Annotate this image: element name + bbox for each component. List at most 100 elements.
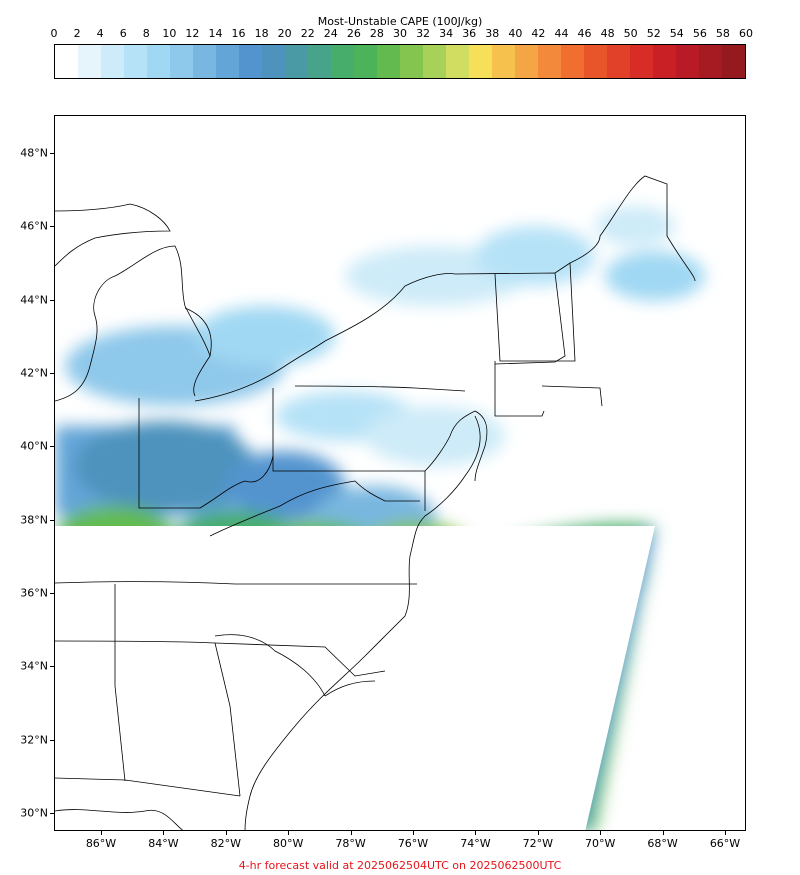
colorbar-tick-label: 2 — [73, 27, 81, 40]
colorbar-swatch — [262, 45, 285, 78]
forecast-caption: 4-hr forecast valid at 2025062504UTC on … — [238, 859, 562, 872]
cape-field — [55, 206, 705, 830]
colorbar-tick-label: 36 — [462, 27, 477, 40]
latitude-label: 34°N — [20, 659, 48, 673]
longitude-label: 82°W — [210, 837, 241, 850]
latitude-label: 40°N — [20, 439, 48, 453]
latitude-label: 32°N — [20, 733, 48, 747]
longitude-tick — [101, 831, 102, 835]
colorbar-tick-label: 24 — [323, 27, 338, 40]
colorbar-tick-label: 46 — [577, 27, 592, 40]
colorbar-swatch — [653, 45, 676, 78]
longitude-label: 66°W — [709, 837, 741, 850]
colorbar-swatch — [308, 45, 331, 78]
colorbar-tick-label: 8 — [142, 27, 150, 40]
colorbar-tick-label: 0 — [50, 27, 58, 40]
latitude-label: 44°N — [20, 293, 48, 307]
colorbar-swatch — [354, 45, 377, 78]
colorbar-tick-label: 54 — [669, 27, 684, 40]
longitude-label: 72°W — [522, 837, 553, 850]
latitude-tick — [50, 373, 54, 374]
latitude-label: 38°N — [20, 513, 48, 527]
colorbar-tick-label: 16 — [231, 27, 246, 40]
colorbar-title: Most-Unstable CAPE (100J/kg) — [317, 15, 483, 28]
colorbar-swatch — [699, 45, 722, 78]
colorbar — [54, 44, 746, 79]
colorbar-swatch — [630, 45, 653, 78]
colorbar-tick-label: 50 — [623, 27, 638, 40]
colorbar-swatch — [538, 45, 561, 78]
latitude-tick — [50, 153, 54, 154]
longitude-tick — [600, 831, 602, 835]
colorbar-swatch — [561, 45, 584, 78]
longitude-tick — [662, 831, 664, 835]
colorbar-swatch — [55, 45, 78, 78]
colorbar-tick-label: 12 — [185, 27, 200, 40]
colorbar-swatch — [331, 45, 354, 78]
longitude-label: 78°W — [335, 837, 366, 850]
longitude-label: 74°W — [460, 837, 491, 850]
colorbar-tick-label: 6 — [119, 27, 127, 40]
latitude-tick — [50, 813, 54, 814]
longitude-tick — [413, 831, 414, 835]
colorbar-swatch — [124, 45, 147, 78]
latitude-tick — [50, 446, 54, 448]
colorbar-tick-label: 52 — [646, 27, 661, 40]
cape-map — [55, 175, 705, 830]
longitude-tick — [288, 831, 290, 835]
colorbar-swatch — [722, 45, 745, 78]
longitude-tick — [350, 831, 352, 835]
colorbar-swatch — [423, 45, 446, 78]
colorbar-swatch — [170, 45, 193, 78]
colorbar-swatch — [400, 45, 423, 78]
colorbar-tick-label: 28 — [369, 27, 384, 40]
latitude-label: 42°N — [20, 366, 48, 380]
colorbar-swatch — [101, 45, 124, 78]
latitude-tick — [50, 299, 54, 301]
colorbar-tick-label: 20 — [277, 27, 292, 40]
colorbar-swatch — [515, 45, 538, 78]
colorbar-tick-label: 44 — [554, 27, 569, 40]
longitude-label: 68°W — [647, 837, 678, 850]
colorbar-tick-label: 10 — [162, 27, 177, 40]
colorbar-swatch — [147, 45, 170, 78]
longitude-label: 86°W — [85, 837, 117, 850]
longitude-tick — [475, 831, 477, 835]
colorbar-tick-label: 30 — [393, 27, 407, 40]
colorbar-swatch — [78, 45, 101, 78]
colorbar-tick-label: 56 — [692, 27, 707, 40]
longitude-tick — [725, 831, 726, 835]
latitude-tick — [50, 666, 54, 668]
colorbar-swatch — [377, 45, 400, 78]
latitude-label: 48°N — [20, 146, 48, 160]
boundaries — [55, 175, 696, 830]
colorbar-swatch — [492, 45, 515, 78]
colorbar-tick-label: 34 — [439, 27, 454, 40]
colorbar-tick-label: 18 — [254, 27, 269, 40]
colorbar-swatch — [676, 45, 699, 78]
longitude-label: 80°W — [273, 837, 304, 850]
colorbar-tick-label: 38 — [485, 27, 500, 40]
longitude-label: 76°W — [397, 837, 429, 850]
latitude-label: 30°N — [20, 806, 48, 820]
colorbar-swatch — [584, 45, 607, 78]
colorbar-tick-label: 40 — [508, 27, 523, 40]
latitude-label: 36°N — [20, 586, 48, 600]
longitude-tick — [537, 831, 539, 835]
colorbar-tick-label: 4 — [96, 27, 104, 40]
colorbar-tick-label: 22 — [300, 27, 315, 40]
colorbar-swatch — [607, 45, 630, 78]
colorbar-swatch — [216, 45, 239, 78]
colorbar-swatch — [193, 45, 216, 78]
colorbar-tick-label: 58 — [715, 27, 730, 40]
latitude-tick — [50, 519, 54, 521]
latitude-tick — [50, 739, 54, 741]
longitude-tick — [225, 831, 227, 835]
colorbar-swatch — [469, 45, 492, 78]
latitude-tick — [50, 226, 54, 228]
colorbar-tick-label: 60 — [739, 27, 753, 40]
map-panel — [54, 115, 746, 831]
latitude-tick — [50, 593, 54, 594]
longitude-label: 70°W — [585, 837, 616, 850]
longitude-label: 84°W — [148, 837, 179, 850]
